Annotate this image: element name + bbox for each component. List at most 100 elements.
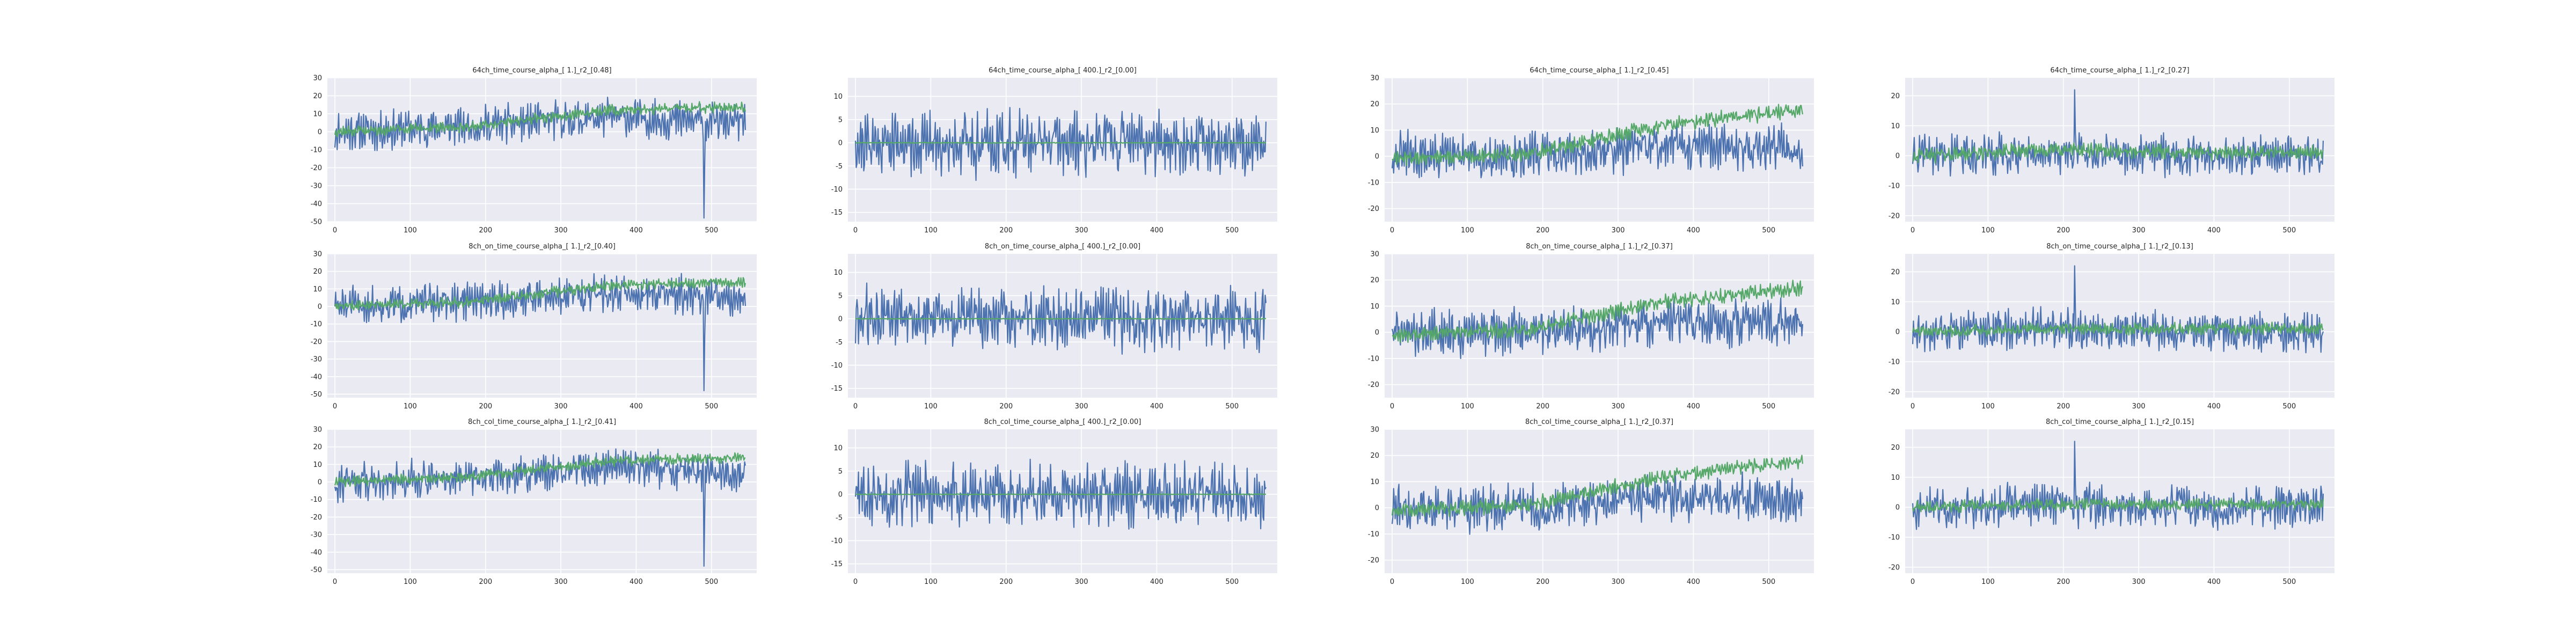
x-tick-label: 200: [999, 402, 1013, 411]
y-tick-label: -40: [311, 548, 322, 557]
x-tick-label: 500: [2282, 402, 2296, 411]
subplot-5: 0 100 200 300 400 500 -50 -40 -30 -20 -10 0 10 20 30 8c…: [311, 243, 757, 411]
x-tick-label: 300: [1612, 578, 1625, 586]
x-tick-label: 200: [2057, 226, 2070, 235]
y-tick-label: 0: [838, 491, 843, 499]
green-series-line: [1912, 321, 2324, 338]
green-series-line: [855, 317, 1267, 320]
subplot-title: 64ch_time_course_alpha_[ 1.]_r2_[0.48]: [472, 67, 611, 75]
y-tick-label: -10: [1889, 182, 1900, 191]
y-tick-label: 30: [313, 251, 322, 259]
subplot-9: 0 100 200 300 400 500 -50 -40 -30 -20 -10 0 10 20 30 8c…: [311, 418, 757, 586]
y-tick-label: 10: [313, 111, 322, 119]
y-tick-label: -15: [831, 209, 843, 217]
x-tick-label: 300: [554, 402, 568, 411]
y-tick-label: -20: [1889, 388, 1900, 396]
x-tick-label: 100: [404, 402, 417, 411]
x-tick-label: 400: [630, 402, 643, 411]
y-tick-label: -10: [311, 147, 322, 155]
y-tick-label: -10: [831, 537, 843, 545]
y-tick-label: 0: [1375, 153, 1379, 161]
x-tick-label: 300: [1612, 226, 1625, 235]
subplot-title: 8ch_col_time_course_alpha_[ 400.]_r2_[0.…: [984, 418, 1141, 426]
x-tick-label: 200: [1536, 226, 1549, 235]
green-series-line: [855, 141, 1267, 144]
subplot-4: 0 100 200 300 400 500 -20 -10 0 10 20 64ch_time_cou…: [1889, 67, 2334, 235]
x-tick-label: 400: [1687, 402, 1700, 411]
subplot-6: 0 100 200 300 400 500 -15 -10 -5 0 5 10 8ch_on_time_…: [831, 243, 1277, 411]
x-tick-label: 300: [2132, 578, 2146, 586]
plot-background: [327, 429, 757, 573]
x-tick-label: 400: [1150, 402, 1163, 411]
y-tick-label: 10: [833, 444, 843, 452]
green-series-line: [855, 493, 1267, 496]
y-tick-label: 0: [1896, 504, 1900, 512]
x-tick-label: 500: [1225, 402, 1239, 411]
subplot-1: 0 100 200 300 400 500 -50 -40 -30 -20 -10 0 10 20 30 64…: [311, 67, 757, 235]
x-tick-label: 100: [1981, 226, 1995, 235]
subplot-10: 0 100 200 300 400 500 -15 -10 -5 0 5 10 8ch_col_time…: [831, 418, 1277, 586]
y-tick-label: -20: [1368, 381, 1379, 389]
plot-background: [327, 254, 757, 398]
x-tick-label: 100: [404, 578, 417, 586]
x-tick-label: 300: [1612, 402, 1625, 411]
y-tick-label: -20: [1889, 212, 1900, 220]
y-tick-label: -30: [311, 356, 322, 364]
y-tick-label: 20: [1370, 452, 1379, 460]
subplot-2: 0 100 200 300 400 500 -15 -10 -5 0 5 10 64ch_time_co…: [831, 67, 1277, 235]
x-tick-label: 300: [2132, 402, 2146, 411]
y-tick-label: 10: [313, 286, 322, 294]
x-tick-label: 300: [1075, 578, 1088, 586]
subplot-title: 8ch_col_time_course_alpha_[ 1.]_r2_[0.15…: [2046, 418, 2194, 426]
x-tick-label: 0: [1390, 578, 1394, 586]
y-tick-label: -20: [1889, 564, 1900, 572]
green-series-line: [334, 101, 747, 138]
y-tick-label: 20: [1370, 276, 1379, 284]
y-tick-label: 10: [1370, 478, 1379, 486]
subplot-title: 64ch_time_course_alpha_[ 400.]_r2_[0.00]: [989, 67, 1137, 75]
x-tick-label: 500: [705, 226, 718, 235]
x-tick-label: 0: [1911, 226, 1915, 235]
x-tick-label: 100: [1981, 578, 1995, 586]
x-tick-label: 300: [2132, 226, 2146, 235]
blue-series-line: [854, 282, 1267, 355]
x-tick-label: 100: [924, 226, 938, 235]
y-tick-label: -5: [836, 339, 843, 347]
x-tick-label: 400: [630, 578, 643, 586]
y-tick-label: 20: [313, 92, 322, 100]
x-tick-label: 100: [1981, 402, 1995, 411]
x-tick-label: 0: [333, 402, 337, 411]
x-tick-label: 100: [404, 226, 417, 235]
subplot-title: 8ch_on_time_course_alpha_[ 1.]_r2_[0.40]: [469, 243, 616, 251]
y-tick-label: -10: [1368, 179, 1379, 187]
y-tick-label: 5: [838, 116, 843, 124]
y-tick-label: 10: [1891, 122, 1900, 130]
y-tick-label: -10: [1889, 534, 1900, 542]
blue-series-line: [854, 458, 1267, 530]
y-tick-label: -10: [1889, 358, 1900, 367]
subplot-12: 0 100 200 300 400 500 -20 -10 0 10 20 8ch_col_time_…: [1889, 418, 2334, 586]
subplot-title: 8ch_on_time_course_alpha_[ 1.]_r2_[0.37]: [1526, 243, 1673, 251]
x-tick-label: 0: [853, 226, 858, 235]
x-tick-label: 200: [999, 578, 1013, 586]
x-tick-label: 200: [1536, 402, 1549, 411]
x-tick-label: 300: [554, 578, 568, 586]
subplot-title: 64ch_time_course_alpha_[ 1.]_r2_[0.27]: [2050, 67, 2189, 75]
subplot-8: 0 100 200 300 400 500 -20 -10 0 10 20 8ch_on_time_c…: [1889, 243, 2334, 411]
y-tick-label: -50: [311, 218, 322, 226]
y-tick-label: 20: [1370, 100, 1379, 108]
y-tick-label: -15: [831, 560, 843, 568]
x-tick-label: 400: [1687, 578, 1700, 586]
y-tick-label: 10: [833, 269, 843, 277]
y-tick-label: -15: [831, 385, 843, 393]
x-tick-label: 0: [333, 578, 337, 586]
y-tick-label: -20: [1368, 557, 1379, 565]
x-tick-label: 500: [705, 578, 718, 586]
x-tick-label: 0: [333, 226, 337, 235]
x-tick-label: 400: [1687, 226, 1700, 235]
y-tick-label: 0: [838, 316, 843, 324]
x-tick-label: 500: [1762, 226, 1775, 235]
y-tick-label: 20: [313, 268, 322, 276]
y-tick-label: -5: [836, 163, 843, 171]
y-tick-label: -40: [311, 200, 322, 208]
